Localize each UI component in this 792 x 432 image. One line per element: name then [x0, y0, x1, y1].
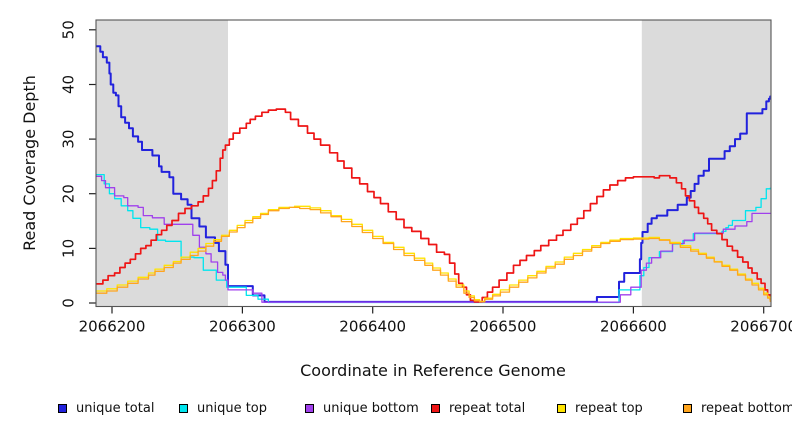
y-tick-label: 20 — [60, 184, 78, 203]
x-tick-label: 2066700 — [730, 318, 792, 336]
axes: 2066200 2066300 2066400 2066500 2066600 20667… — [60, 20, 792, 335]
legend-label: repeat top — [575, 401, 643, 416]
shaded-band-1 — [641, 20, 771, 307]
y-tick-label: 10 — [60, 239, 78, 258]
legend-swatch-repeat-bottom — [683, 404, 692, 413]
legend-swatch-unique-total — [58, 404, 67, 413]
x-tick-label: 2066500 — [470, 318, 537, 336]
shaded-bands — [96, 20, 771, 307]
series-line-unique-bottom — [96, 175, 771, 303]
legend-item-unique-bottom: unique bottom — [305, 401, 419, 416]
x-axis-label: Coordinate in Reference Genome — [300, 361, 566, 380]
x-tick-label: 2066600 — [600, 318, 667, 336]
legend-label: unique top — [197, 401, 268, 416]
legend-swatch-repeat-top — [557, 404, 566, 413]
legend-item-repeat-bottom: repeat bottom — [683, 401, 792, 416]
legend-item-unique-total: unique total — [58, 401, 154, 416]
legend-swatch-unique-bottom — [305, 404, 314, 413]
legend-item-repeat-top: repeat top — [557, 401, 643, 416]
legend-swatch-repeat-total — [431, 404, 440, 413]
legend-label: unique total — [76, 401, 155, 416]
legend-label: unique bottom — [323, 401, 419, 416]
y-tick-label: 0 — [60, 298, 78, 308]
legend-swatch-unique-top — [179, 404, 188, 413]
y-tick-label: 40 — [60, 75, 78, 94]
legend-label: repeat total — [449, 401, 526, 416]
y-tick-label: 50 — [60, 20, 78, 39]
series-line-repeat-total — [96, 108, 771, 303]
legend-label: repeat bottom — [701, 401, 792, 416]
plot-box — [95, 19, 772, 308]
legend-item-repeat-total: repeat total — [431, 401, 525, 416]
x-tick-label: 2066200 — [79, 318, 146, 336]
y-axis-label: Read Coverage Depth — [20, 75, 39, 251]
y-tick-label: 30 — [60, 130, 78, 149]
x-tick-label: 2066400 — [339, 318, 406, 336]
shaded-band-0 — [96, 20, 228, 307]
x-tick-label: 2066300 — [209, 318, 276, 336]
series-line-repeat-bottom — [96, 206, 771, 303]
legend-item-unique-top: unique top — [179, 401, 267, 416]
series-lines — [96, 45, 771, 304]
